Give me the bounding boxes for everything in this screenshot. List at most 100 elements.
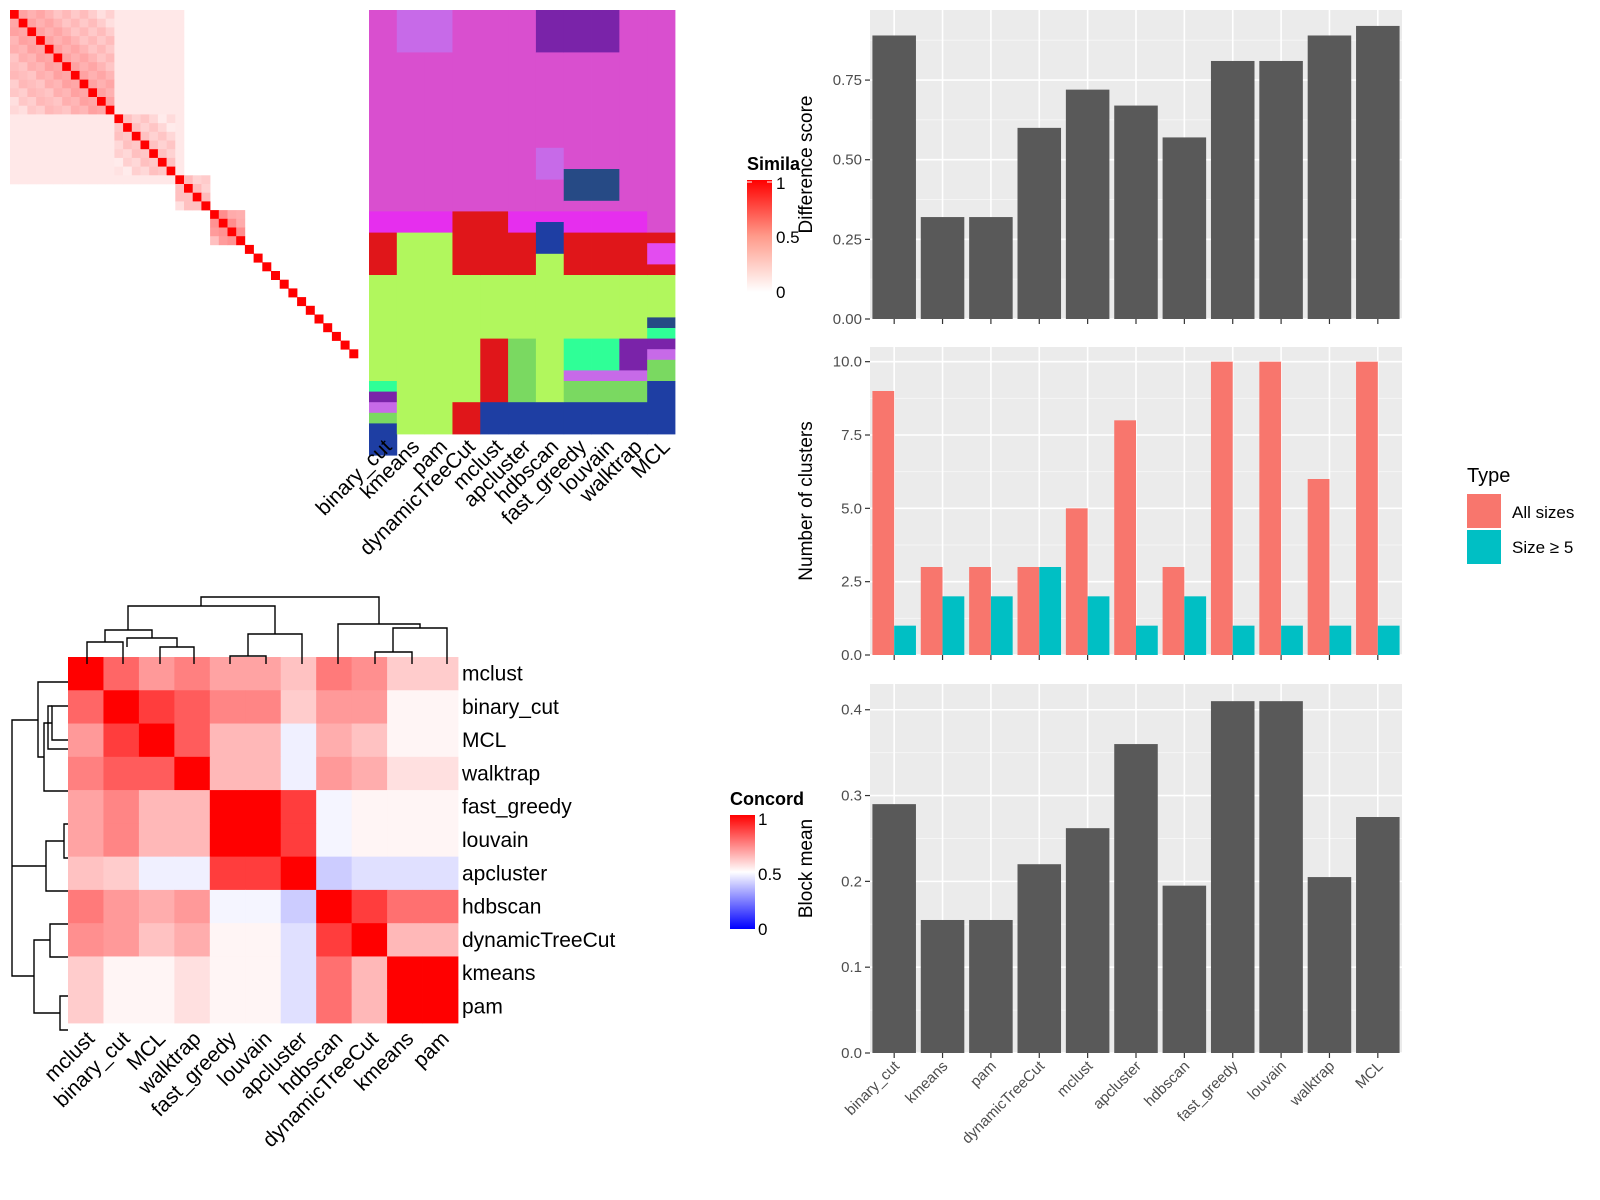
concordance-cell (387, 756, 423, 791)
similarity-cell (166, 149, 176, 159)
concordance-cell (245, 790, 282, 824)
concordance-cell (245, 723, 282, 758)
concordance-cell (209, 889, 246, 924)
block-mean-bar (1259, 701, 1303, 1053)
similarity-cell (62, 140, 72, 150)
similarity-cell (140, 131, 150, 141)
similarity-cell (36, 114, 46, 124)
similarity-cell (166, 27, 176, 37)
similarity-cell (157, 36, 167, 46)
similarity-cell (244, 244, 254, 254)
concordance-cell (245, 657, 282, 691)
assignment-cell (591, 402, 620, 435)
similarity-cell (105, 166, 115, 176)
similarity-cell (192, 175, 202, 185)
concordance-cell (174, 823, 211, 858)
similarity-cell (340, 340, 350, 350)
similarity-cell (123, 123, 133, 133)
concordance-cell (351, 657, 388, 691)
similarity-cell (175, 70, 185, 80)
assignment-cell (508, 402, 537, 435)
similarity-cell (201, 184, 211, 193)
assignment-cell (619, 10, 648, 212)
assignment-column-labels: binary_cutkmeanspamdynamicTreeCutmclusta… (312, 435, 675, 560)
similarity-cell (105, 44, 115, 54)
similarity-cell (70, 79, 80, 89)
similarity-cell (44, 97, 54, 106)
number-of-clusters-chart: 0.0 2.5 5.0 7.5 10.0 Number of clusters (796, 347, 1402, 664)
concordance-cell (103, 889, 140, 924)
similarity-cell (88, 97, 98, 106)
concordance-cell (138, 856, 175, 891)
similarity-cell (201, 201, 211, 211)
similarity-cell (105, 97, 115, 106)
similarity-cell (97, 88, 106, 98)
similarity-cell (18, 114, 28, 124)
similarity-cell (53, 10, 63, 19)
similarity-cell (62, 27, 72, 37)
assignment-cell (591, 381, 620, 403)
similarity-cell (114, 79, 124, 89)
similarity-cell (18, 70, 28, 80)
similarity-cell (131, 157, 141, 167)
similarity-cell (114, 131, 124, 141)
similarity-cell (27, 114, 37, 124)
similarity-cell (27, 88, 37, 98)
type-legend-key-size-5 (1467, 530, 1501, 564)
similarity-cell (88, 157, 98, 167)
similarity-cell (140, 62, 150, 72)
similarity-cell (131, 88, 141, 98)
similarity-cell (53, 131, 63, 141)
similarity-cell (79, 157, 89, 167)
concordance-cell (351, 923, 388, 957)
assignment-cell (369, 391, 398, 403)
similarity-cell (227, 227, 237, 237)
similarity-cell (18, 44, 28, 54)
concordance-cell (280, 690, 317, 724)
similarity-cell (36, 18, 46, 28)
similarity-cell (236, 227, 246, 237)
concordance-cell (209, 756, 246, 791)
similarity-cell (79, 131, 89, 141)
similarity-cell (10, 149, 19, 159)
similarity-cell (44, 157, 54, 167)
concordance-cell (422, 723, 459, 758)
similarity-cell (131, 97, 141, 106)
similarity-cell (70, 70, 80, 80)
similarity-cell (88, 149, 98, 159)
assignment-cell (591, 275, 620, 339)
similarity-cell (18, 88, 28, 98)
concordance-cell (316, 657, 353, 691)
similarity-cell (53, 27, 63, 37)
similarity-cell (192, 192, 202, 202)
similarity-cell (331, 331, 341, 341)
concordance-cell (280, 989, 317, 1024)
number-of-clusters-bar-all-sizes (1307, 479, 1330, 655)
similarity-cell (218, 218, 228, 228)
similarity-cell (149, 166, 159, 176)
similarity-cell (53, 44, 63, 54)
similarity-cell (123, 62, 133, 72)
similarity-cell (166, 140, 176, 150)
assignment-cell (619, 402, 648, 435)
concordance-cell (103, 989, 140, 1024)
similarity-cell (210, 227, 220, 237)
concordance-heatmap (68, 657, 459, 1024)
concordance-cell (245, 823, 282, 858)
similarity-cell (114, 97, 124, 106)
similarity-cell (114, 175, 124, 185)
assignment-cell (563, 370, 592, 382)
assignment-cell (647, 232, 676, 244)
similarity-cell (53, 97, 63, 106)
similarity-cell (97, 131, 106, 141)
assignment-cell (369, 423, 398, 456)
similarity-cell (114, 123, 124, 133)
similarity-cell (79, 27, 89, 37)
similarity-cell (131, 62, 141, 72)
similarity-cell (27, 62, 37, 72)
similarity-cell (166, 175, 176, 185)
similarity-cell (140, 10, 150, 19)
similarity-cell (149, 157, 159, 167)
block-mean-bar (969, 919, 1013, 1053)
similarity-cell (53, 166, 63, 176)
